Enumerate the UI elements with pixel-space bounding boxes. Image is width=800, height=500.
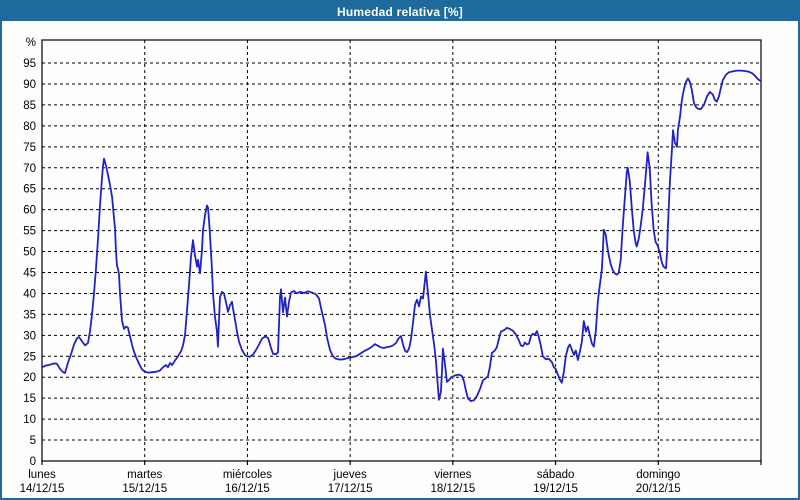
x-axis-day-label: jueves (333, 469, 367, 481)
y-axis-tick-label: 80 (23, 121, 36, 133)
plot-area (41, 39, 762, 462)
x-axis-date-label: 14/12/15 (20, 483, 65, 495)
y-axis-tick-label: 5 (30, 435, 36, 447)
y-axis-tick-label: 70 (23, 163, 36, 175)
y-axis-tick-label: 55 (23, 226, 36, 238)
x-axis-date-label: 19/12/15 (533, 483, 578, 495)
y-axis-tick-label: 10 (23, 414, 36, 426)
y-axis-tick-label: 65 (23, 184, 36, 196)
y-axis-tick-label: 25 (23, 351, 36, 363)
x-axis-date-label: 15/12/15 (122, 483, 167, 495)
y-axis-tick-label: 85 (23, 100, 36, 112)
y-axis-tick-label: 0 (30, 456, 36, 468)
x-axis-day-label: viernes (434, 469, 471, 481)
y-axis-tick-label: 75 (23, 142, 36, 154)
window-title-bar[interactable]: Humedad relativa [%] (2, 2, 798, 21)
x-axis-day-label: domingo (636, 469, 680, 481)
x-axis-date-label: 17/12/15 (328, 483, 373, 495)
y-axis-tick-label: 90 (23, 79, 36, 91)
x-axis-day-label: martes (127, 469, 162, 481)
x-axis-day-label: sábado (537, 469, 575, 481)
humidity-series-line (41, 69, 761, 403)
y-axis-tick-label: 15 (23, 393, 36, 405)
y-axis-tick-label: 60 (23, 205, 36, 217)
y-axis-tick-label: 20 (23, 372, 36, 384)
y-axis-tick-label: 40 (23, 288, 36, 300)
x-axis-day-label: miércoles (223, 469, 272, 481)
x-axis-date-label: 18/12/15 (430, 483, 475, 495)
y-axis-tick-label: 50 (23, 247, 36, 259)
y-axis-unit-label: % (26, 37, 36, 49)
y-axis-tick-label: 45 (23, 267, 36, 279)
y-axis-tick-label: 95 (23, 58, 36, 70)
y-axis-tick-label: 35 (23, 309, 36, 321)
chart-title: Humedad relativa [%] (336, 4, 464, 19)
x-axis-day-label: lunes (28, 469, 56, 481)
x-axis-date-label: 20/12/15 (636, 483, 681, 495)
x-axis-date-label: 16/12/15 (225, 483, 270, 495)
y-axis-tick-label: 30 (23, 330, 36, 342)
